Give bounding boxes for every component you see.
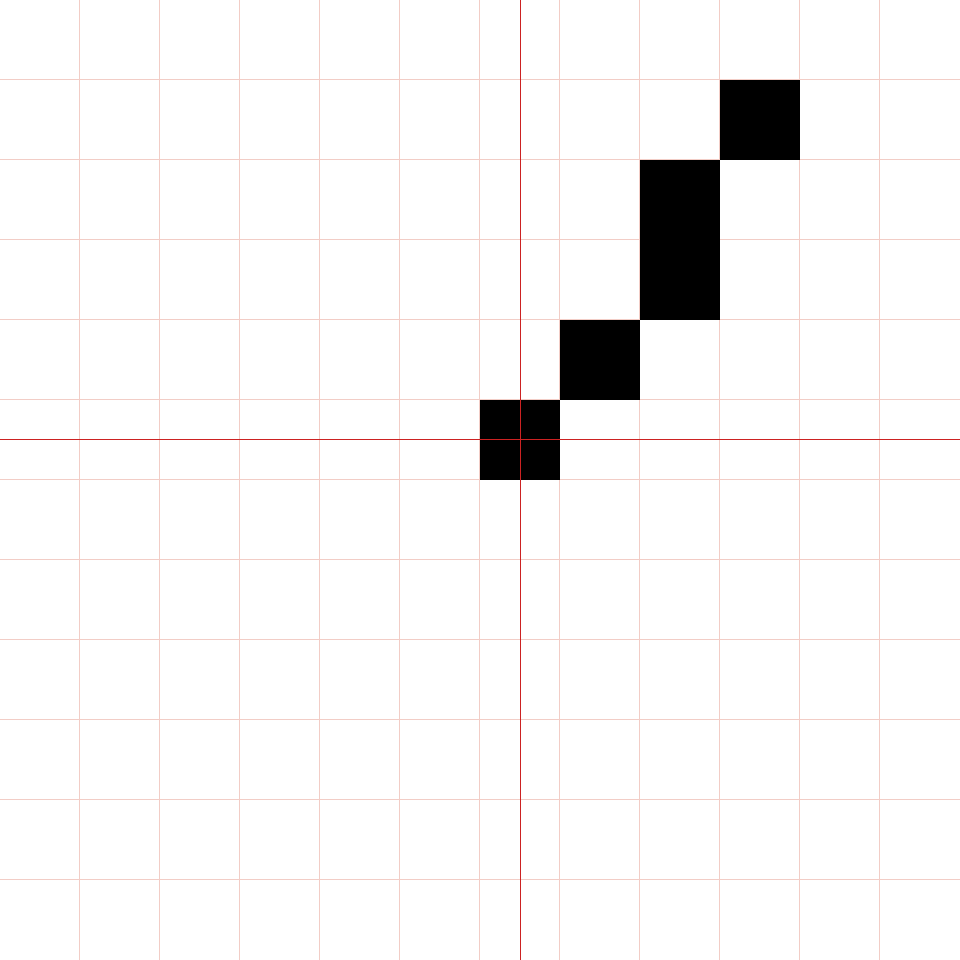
- filled-pixel-cell: [640, 240, 720, 320]
- filled-pixel-cell: [640, 160, 720, 240]
- filled-pixel-cell: [720, 80, 800, 160]
- filled-pixel-cell: [560, 320, 640, 400]
